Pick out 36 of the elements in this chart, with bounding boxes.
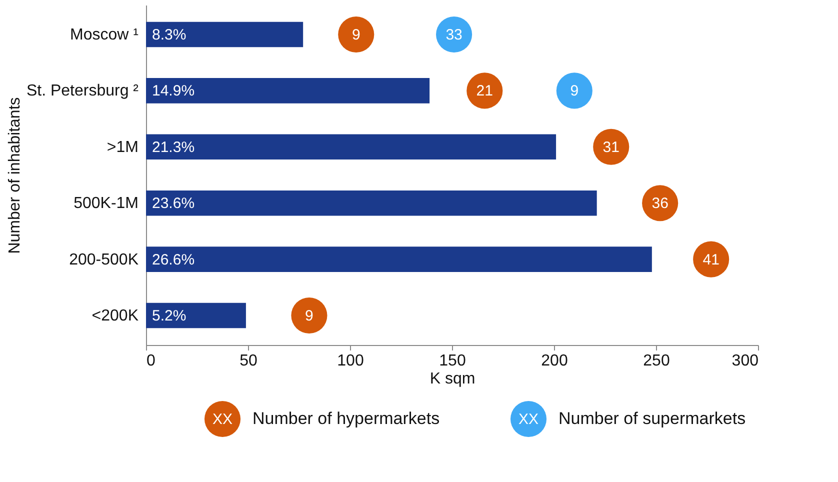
- point: [291, 298, 328, 334]
- annotation: 33: [446, 26, 462, 44]
- point: [338, 16, 374, 52]
- annotation: 8.3%: [152, 26, 186, 44]
- y-tick-label: >1M: [106, 138, 138, 156]
- x-tick-label: 50: [240, 352, 258, 370]
- x-tick-label: 100: [337, 352, 364, 370]
- annotation: 5.2%: [152, 307, 186, 324]
- annotation: 31: [602, 138, 620, 156]
- x-axis-title: K sqm: [430, 370, 476, 388]
- annotation: 9: [305, 307, 314, 324]
- annotation: 21.3%: [152, 138, 195, 156]
- y-axis-title: Number of inhabitants: [6, 97, 24, 254]
- annotation: 9: [352, 26, 360, 44]
- legend-label: Number of supermarkets: [558, 409, 746, 428]
- y-tick-label: 200-500K: [69, 251, 139, 268]
- annotation: 26.6%: [152, 251, 195, 268]
- text: XX: [518, 411, 539, 428]
- legend-label: Number of hypermarkets: [252, 409, 440, 428]
- y-tick-label: Moscow ¹: [70, 26, 138, 44]
- annotation: 21: [476, 82, 493, 100]
- x-tick-label: 0: [146, 352, 156, 370]
- x-tick-label: 300: [732, 352, 759, 370]
- annotation: 23.6%: [152, 195, 195, 212]
- text: XX: [212, 411, 233, 428]
- x-tick-label: 200: [541, 352, 568, 370]
- y-tick-label: 500K-1M: [74, 195, 138, 212]
- annotation: 14.9%: [152, 82, 195, 100]
- annotation: 41: [702, 251, 720, 268]
- x-tick-label: 150: [439, 352, 466, 370]
- point: [556, 72, 592, 109]
- annotation: 36: [652, 195, 668, 212]
- y-tick-label: <200K: [92, 307, 139, 324]
- y-tick-label: St. Petersburg ²: [26, 82, 140, 100]
- x-tick-label: 250: [643, 352, 670, 370]
- annotation: 9: [570, 82, 579, 100]
